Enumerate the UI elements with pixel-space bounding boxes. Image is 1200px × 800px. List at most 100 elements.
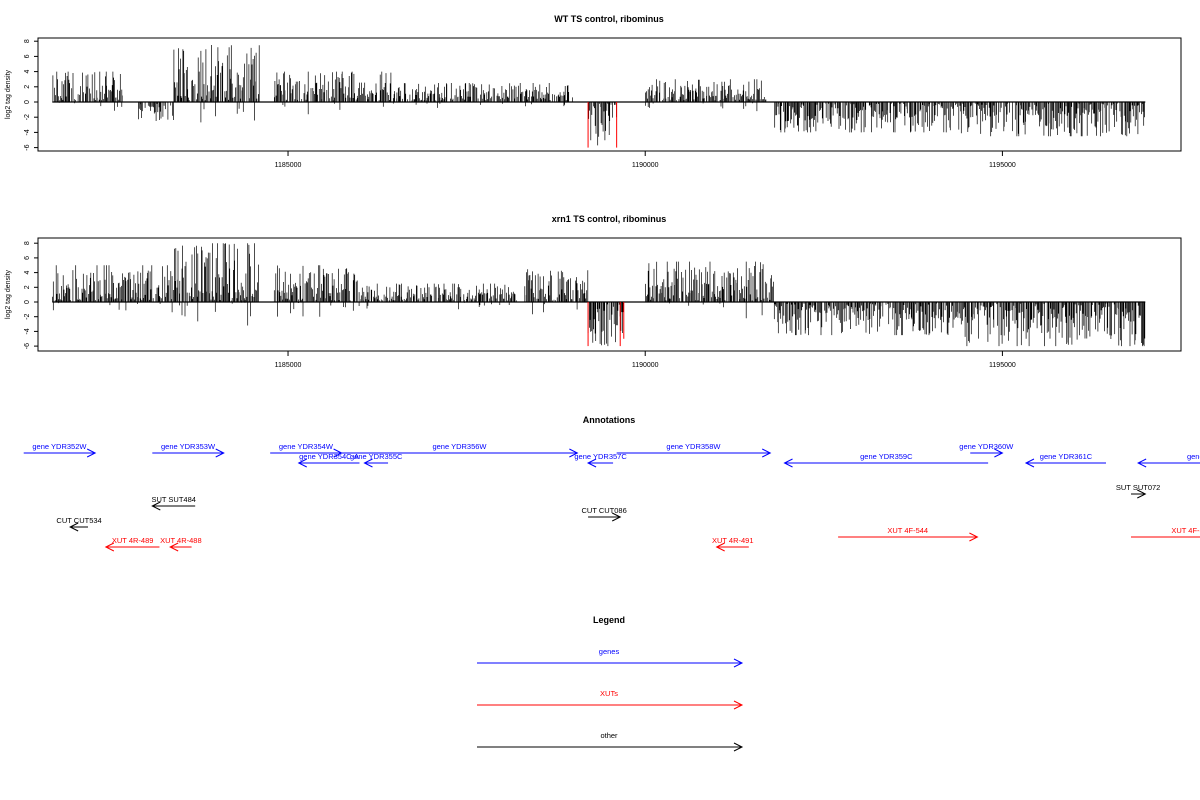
annotation-other: CUT CUT086 xyxy=(581,506,627,522)
annotation-label: gene xyxy=(1187,452,1200,461)
annotation-xut: XUT 4F-544 xyxy=(838,526,979,542)
x-tick-label: 1195000 xyxy=(989,362,1016,369)
y-tick-label: 2 xyxy=(24,85,31,89)
annotation-label: XUT 4R-488 xyxy=(160,536,202,545)
y-tick-label: -4 xyxy=(24,328,31,334)
xrn1-track-panel: xrn1 TS control, ribominus log2 tag dens… xyxy=(5,214,1182,369)
arrow-head xyxy=(104,542,115,552)
annotation-other: SUT SUT072 xyxy=(1116,483,1160,499)
arrow-head xyxy=(569,448,579,458)
annotations-panel: Annotations gene YDR352W gene YDR353W gene… xyxy=(23,415,1200,552)
annotation-features: gene YDR352W gene YDR353W gene YDR354Wgene… xyxy=(23,442,1200,552)
annotation-gene: gene YDR359C xyxy=(783,452,989,468)
annotation-xut: XUT 4F-546 xyxy=(1130,526,1200,538)
x-tick-label: 1185000 xyxy=(275,162,302,169)
annotation-label: gene YDR358W xyxy=(666,442,721,451)
xrn1-track-title: xrn1 TS control, ribominus xyxy=(552,214,667,224)
annotation-label: gene YDR357C xyxy=(574,452,627,461)
annotation-label: XUT 4R-491 xyxy=(712,536,754,545)
annotation-label: gene YDR354W xyxy=(279,442,334,451)
legend-title: Legend xyxy=(593,615,625,625)
wt-y-axis-label: log2 tag density xyxy=(5,69,12,119)
annotation-label: gene YDR355C xyxy=(350,452,403,461)
arrow-head xyxy=(69,522,79,532)
density-bars xyxy=(52,243,1146,347)
annotation-gene: gene YDR355C xyxy=(350,452,403,468)
arrow-head xyxy=(586,458,597,468)
arrow-head xyxy=(969,532,979,542)
y-tick-label: -6 xyxy=(24,144,31,150)
legend-label: XUTs xyxy=(600,689,618,698)
legend-item-other: other xyxy=(477,731,744,752)
arrow-head xyxy=(994,448,1004,458)
annotation-gene: gene YDR354W xyxy=(270,442,343,458)
annotation-xut: XUT 4R-488 xyxy=(160,536,202,552)
annotation-label: gene YDR353W xyxy=(161,442,216,451)
annotation-label: CUT CUT086 xyxy=(581,506,626,515)
annotation-gene: gene YDR353W xyxy=(152,442,225,458)
y-tick-label: 2 xyxy=(24,285,31,289)
y-tick-label: 0 xyxy=(24,100,31,104)
x-tick-label: 1190000 xyxy=(632,362,659,369)
x-tick-label: 1195000 xyxy=(989,162,1016,169)
annotation-gene: gene xyxy=(1137,452,1200,468)
annotation-gene: gene YDR357C xyxy=(574,452,627,468)
annotation-label: gene YDR359C xyxy=(860,452,913,461)
annotation-label: CUT CUT534 xyxy=(56,516,101,525)
y-tick-label: -4 xyxy=(24,129,31,135)
y-tick-label: 6 xyxy=(24,256,31,260)
arrow-head xyxy=(1024,458,1035,468)
arrow-head xyxy=(733,742,744,752)
annotation-label: gene YDR354C-A xyxy=(299,452,359,461)
annotation-xut: XUT 4R-489 xyxy=(104,536,160,552)
annotation-other: CUT CUT534 xyxy=(56,516,102,532)
annotation-label: SUT SUT072 xyxy=(1116,483,1160,492)
arrow-head xyxy=(151,501,161,511)
density-bars xyxy=(52,45,1145,146)
y-tick-label: 4 xyxy=(24,271,31,275)
arrow-head xyxy=(363,458,373,468)
y-tick-label: 8 xyxy=(24,241,31,245)
annotation-label: XUT 4R-489 xyxy=(112,536,154,545)
x-tick-label: 1190000 xyxy=(632,162,659,169)
xrn1-x-axis: 1185000 1190000 1195000 xyxy=(275,351,1016,369)
arrow-head xyxy=(297,458,307,468)
annotation-label: gene YDR356W xyxy=(432,442,487,451)
xrn1-y-axis-label: log2 tag density xyxy=(5,269,12,319)
annotation-label: XUT 4F-544 xyxy=(887,526,928,535)
legend-label: genes xyxy=(599,647,620,656)
annotation-other: SUT SUT484 xyxy=(151,495,196,511)
arrow-head xyxy=(169,542,179,552)
wt-y-axis: -6 -4 -2 0 2 4 6 8 xyxy=(24,39,39,151)
wt-track-title: WT TS control, ribominus xyxy=(554,14,664,24)
x-tick-label: 1185000 xyxy=(275,362,302,369)
y-tick-label: 6 xyxy=(24,54,31,58)
annotation-label: XUT 4F-546 xyxy=(1171,526,1200,535)
y-tick-label: -2 xyxy=(24,114,31,120)
legend-items: genes XUTs other xyxy=(477,647,744,752)
wt-track-panel: WT TS control, ribominus log2 tag densit… xyxy=(5,14,1182,169)
wt-bars xyxy=(52,45,1146,148)
xrn1-bars xyxy=(52,243,1146,347)
arrow-head xyxy=(715,542,725,552)
annotation-label: gene YDR352W xyxy=(32,442,87,451)
legend-item-gene: genes xyxy=(477,647,744,668)
annotation-gene: gene YDR354C-A xyxy=(297,452,360,468)
arrow-head xyxy=(1137,489,1147,499)
arrow-head xyxy=(1137,458,1147,468)
y-tick-label: 8 xyxy=(24,39,31,43)
y-tick-label: 0 xyxy=(24,300,31,304)
arrow-head xyxy=(783,458,793,468)
annotation-gene: gene YDR358W xyxy=(616,442,772,458)
annotation-gene: gene YDR356W xyxy=(341,442,579,458)
legend-item-xut: XUTs xyxy=(477,689,744,710)
xrn1-y-axis: -6 -4 -2 0 2 4 6 8 xyxy=(24,241,39,349)
arrow-head xyxy=(611,512,622,522)
legend-label: other xyxy=(600,731,618,740)
annotations-title: Annotations xyxy=(583,415,636,425)
annotation-xut: XUT 4R-491 xyxy=(712,536,754,552)
arrow-head xyxy=(333,448,343,458)
annotation-label: gene YDR361C xyxy=(1040,452,1093,461)
y-tick-label: 4 xyxy=(24,70,31,74)
